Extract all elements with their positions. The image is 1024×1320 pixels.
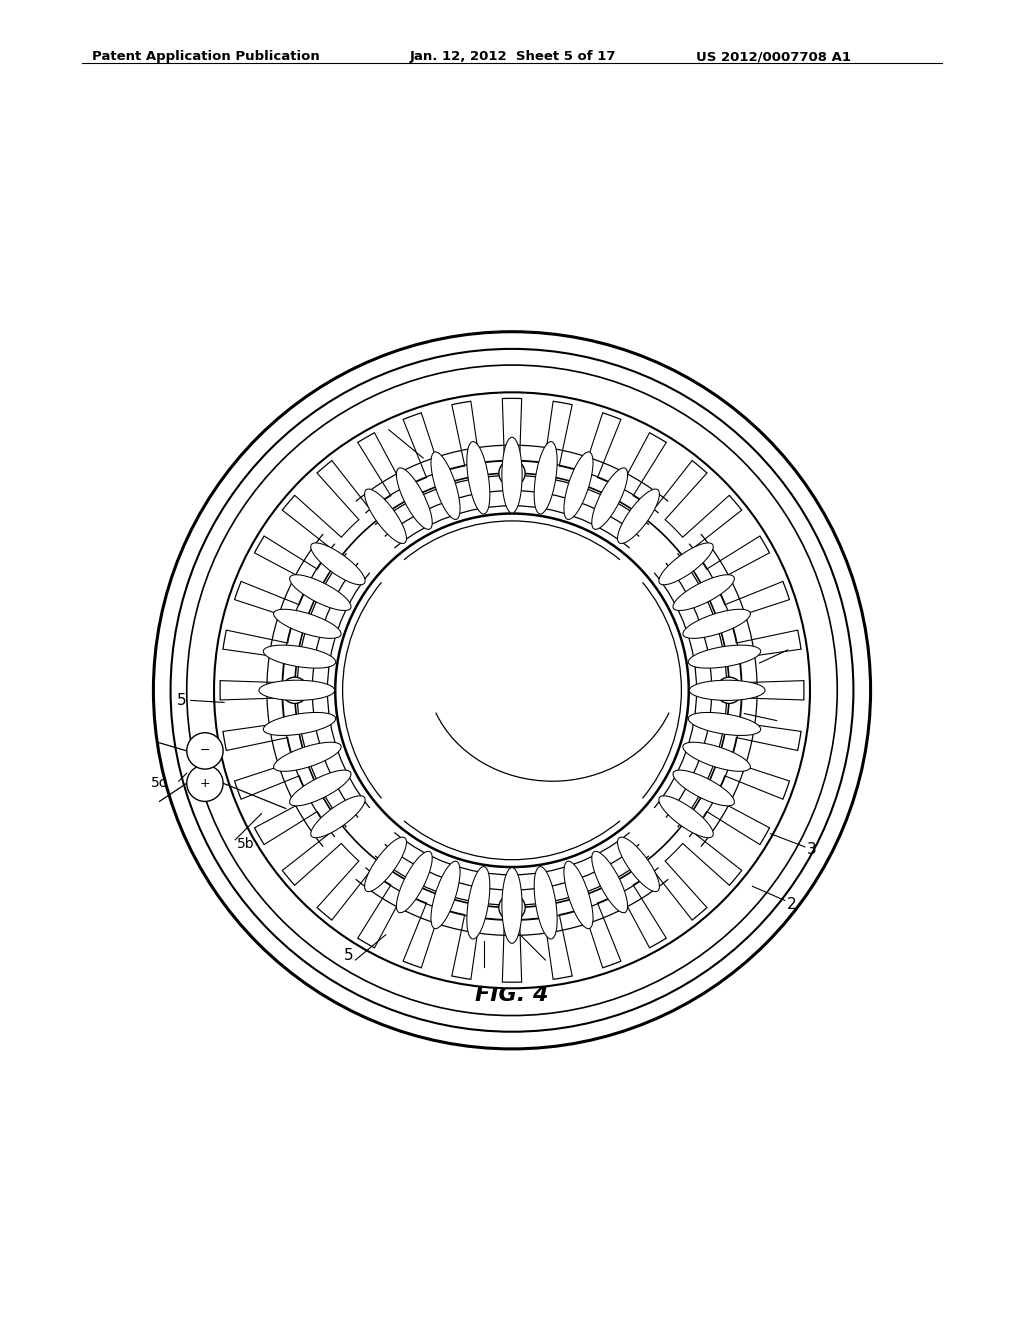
Text: +: +	[200, 776, 210, 789]
Ellipse shape	[502, 437, 522, 513]
Text: 5: 5	[177, 693, 186, 708]
Text: 2: 2	[786, 898, 797, 912]
Circle shape	[186, 733, 223, 770]
Ellipse shape	[431, 861, 460, 929]
Text: 5: 5	[374, 425, 383, 441]
Circle shape	[716, 677, 742, 704]
Ellipse shape	[259, 680, 335, 701]
Ellipse shape	[592, 467, 628, 529]
Ellipse shape	[273, 610, 341, 639]
Circle shape	[499, 459, 525, 486]
Ellipse shape	[688, 645, 761, 668]
Ellipse shape	[673, 770, 734, 807]
Ellipse shape	[689, 680, 765, 701]
Ellipse shape	[564, 451, 593, 520]
Ellipse shape	[673, 574, 734, 611]
Ellipse shape	[365, 837, 407, 891]
Ellipse shape	[658, 543, 714, 585]
Ellipse shape	[535, 442, 557, 513]
Text: 1: 1	[479, 956, 488, 970]
Circle shape	[186, 766, 223, 801]
Text: 3: 3	[807, 842, 817, 858]
Ellipse shape	[502, 867, 522, 944]
Ellipse shape	[273, 742, 341, 771]
Text: Jan. 12, 2012  Sheet 5 of 17: Jan. 12, 2012 Sheet 5 of 17	[410, 50, 616, 63]
Ellipse shape	[658, 796, 714, 838]
Circle shape	[499, 895, 525, 920]
Circle shape	[214, 392, 810, 989]
Text: FIG. 4: FIG. 4	[475, 985, 549, 1006]
Text: 5b: 5b	[238, 837, 255, 851]
Circle shape	[154, 331, 870, 1049]
Ellipse shape	[617, 837, 659, 891]
Ellipse shape	[263, 713, 336, 735]
Ellipse shape	[617, 488, 659, 544]
Ellipse shape	[564, 861, 593, 929]
Ellipse shape	[396, 851, 432, 912]
Text: 5: 5	[343, 948, 353, 964]
Text: −: −	[200, 744, 210, 758]
Circle shape	[171, 348, 853, 1032]
Text: 5: 5	[546, 948, 555, 964]
Ellipse shape	[683, 610, 751, 639]
Ellipse shape	[290, 770, 351, 807]
Text: 7: 7	[790, 643, 800, 657]
Ellipse shape	[683, 742, 751, 771]
Ellipse shape	[310, 796, 366, 838]
Circle shape	[282, 677, 308, 704]
Circle shape	[186, 366, 838, 1015]
Ellipse shape	[431, 451, 460, 520]
Ellipse shape	[263, 645, 336, 668]
Ellipse shape	[592, 851, 628, 912]
Circle shape	[335, 513, 689, 867]
Ellipse shape	[310, 543, 366, 585]
Ellipse shape	[396, 467, 432, 529]
Text: Patent Application Publication: Patent Application Publication	[92, 50, 319, 63]
Ellipse shape	[290, 574, 351, 611]
Ellipse shape	[467, 867, 489, 939]
Text: 5c: 5c	[152, 776, 168, 791]
Ellipse shape	[688, 713, 761, 735]
Ellipse shape	[535, 867, 557, 939]
Ellipse shape	[467, 442, 489, 513]
Text: US 2012/0007708 A1: US 2012/0007708 A1	[696, 50, 851, 63]
Text: 5: 5	[779, 713, 790, 729]
Ellipse shape	[365, 488, 407, 544]
